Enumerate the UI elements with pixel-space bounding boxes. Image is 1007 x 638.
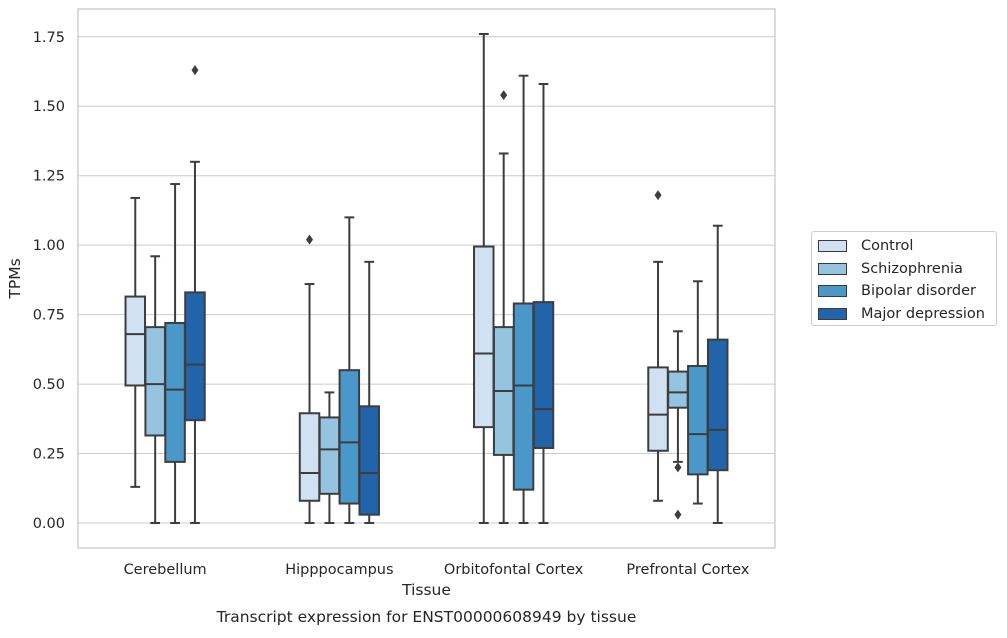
box [338, 369, 361, 505]
legend-swatch [818, 285, 847, 297]
chart-caption: Transcript expression for ENST0000060894… [216, 608, 637, 626]
legend-item: Schizophrenia [818, 259, 963, 279]
box [473, 245, 495, 429]
x-tick-label: Hipppocampus [285, 562, 393, 578]
legend-swatch [818, 262, 847, 275]
outlier-point [500, 90, 508, 101]
box [358, 405, 380, 516]
legend-item: Bipolar disorder [818, 281, 976, 301]
y-tick-label: 1.25 [33, 169, 65, 185]
legend-item: Major depression [818, 304, 985, 324]
x-tick-label: Prefrontal Cortex [626, 562, 749, 578]
plot-frame [77, 8, 776, 549]
legend-label: Major depression [861, 305, 985, 322]
box [647, 366, 669, 452]
x-tick-label: Cerebellum [124, 562, 207, 578]
y-tick-label: 0.25 [33, 447, 65, 463]
outlier-point [674, 462, 682, 473]
y-tick-label: 1.75 [33, 30, 65, 46]
box [298, 412, 321, 502]
box [512, 302, 535, 491]
box [687, 365, 709, 476]
box [667, 370, 689, 409]
legend-swatch [818, 240, 847, 252]
legend-label: Bipolar disorder [861, 283, 976, 299]
y-tick-label: 0.00 [33, 516, 65, 532]
legend-swatch [818, 307, 847, 320]
legend-label: Control [861, 238, 914, 254]
box [184, 291, 206, 422]
box [144, 326, 166, 437]
outlier-point [654, 190, 662, 201]
outlier-point [306, 234, 314, 245]
y-tick-label: 1.50 [33, 99, 65, 115]
y-axis-label: TPMs [6, 258, 24, 299]
legend-label: Schizophrenia [861, 260, 963, 277]
outlier-point [674, 509, 682, 520]
y-tick-label: 1.00 [33, 238, 65, 254]
box [318, 416, 341, 495]
y-tick-label: 0.75 [33, 308, 65, 324]
box [164, 321, 186, 463]
x-tick-label: Orbitofontal Cortex [444, 562, 584, 578]
outlier-point [191, 65, 199, 76]
box [124, 295, 147, 387]
y-tick-label: 0.50 [33, 377, 65, 393]
legend: Control Schizophrenia Bipolar disorder Majo… [811, 231, 997, 326]
box [532, 301, 555, 449]
box [706, 338, 729, 472]
x-axis-label: Tissue [401, 581, 451, 599]
legend-item: Control [818, 236, 913, 256]
